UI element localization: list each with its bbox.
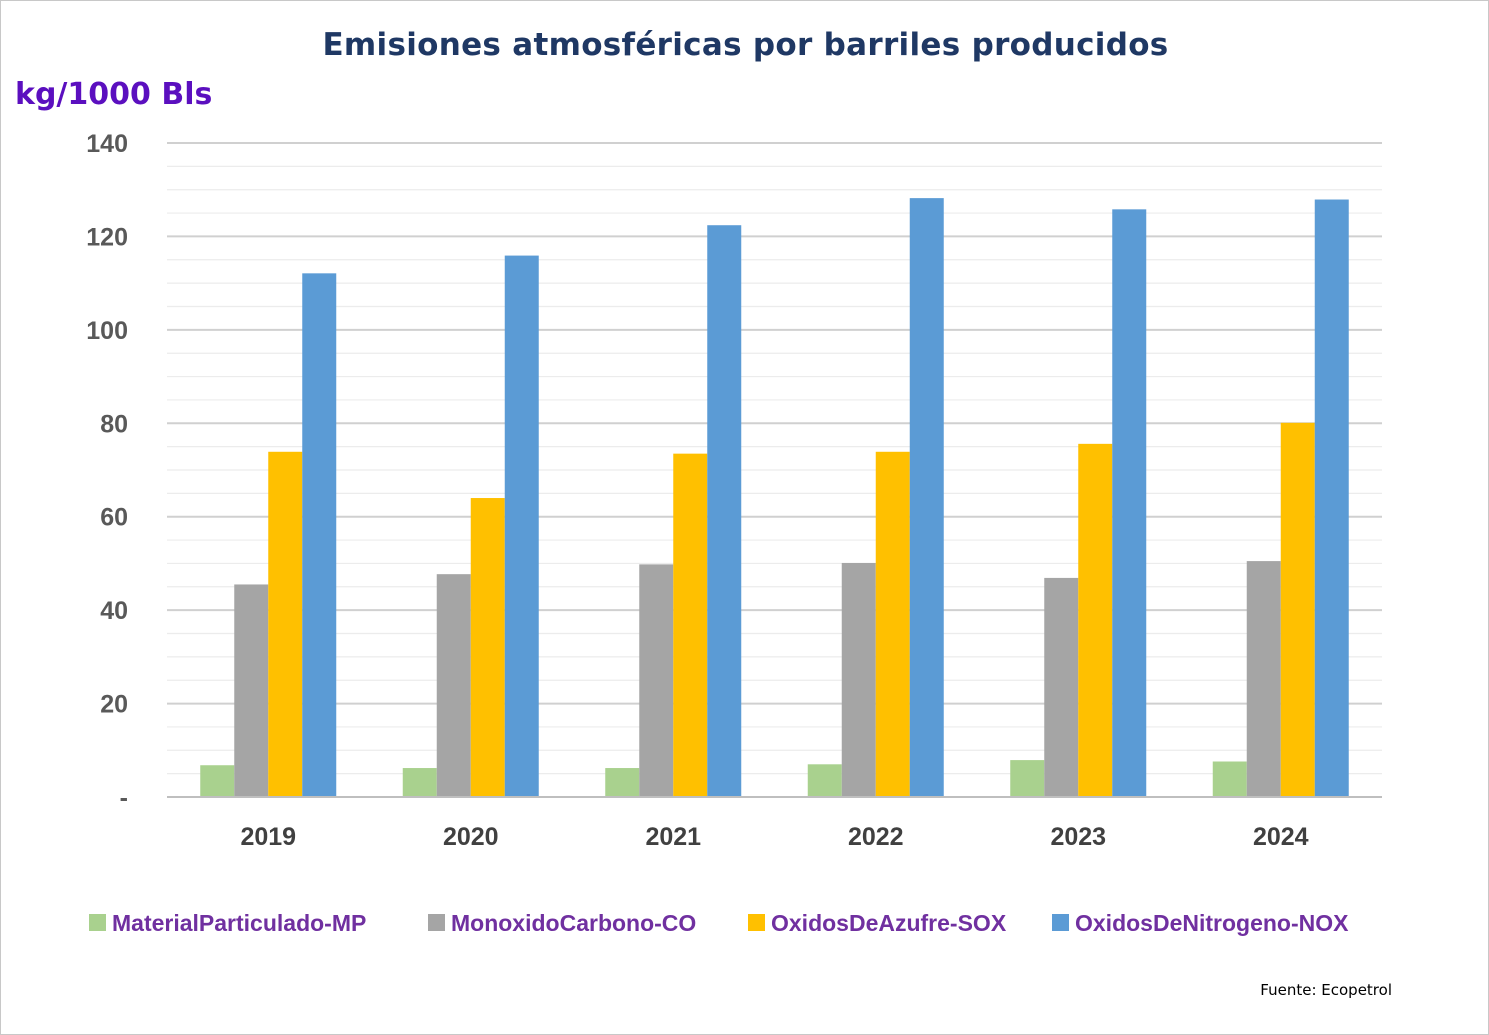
bar-OxidosDeNitrogeno-NOX-2021 [707, 225, 742, 797]
legend-label: MonoxidoCarbono-CO [451, 910, 696, 936]
bar-MaterialParticulado-MP-2019 [200, 765, 235, 797]
bar-MaterialParticulado-MP-2020 [402, 768, 437, 797]
bar-MonoxidoCarbono-CO-2024 [1246, 561, 1281, 797]
x-tick-label: 2022 [848, 823, 904, 851]
bar-OxidosDeNitrogeno-NOX-2019 [302, 273, 337, 797]
legend-item: OxidosDeAzufre-SOX [748, 910, 1007, 936]
y-tick-label: 20 [100, 691, 128, 719]
bar-MonoxidoCarbono-CO-2019 [234, 584, 269, 797]
legend-swatch [1052, 914, 1069, 931]
bar-MonoxidoCarbono-CO-2020 [436, 574, 471, 797]
bar-OxidosDeNitrogeno-NOX-2024 [1314, 199, 1349, 797]
bar-OxidosDeAzufre-SOX-2023 [1078, 443, 1113, 797]
gridlines [167, 142, 1382, 775]
bar-OxidosDeNitrogeno-NOX-2020 [504, 255, 539, 797]
bar-MonoxidoCarbono-CO-2023 [1044, 577, 1079, 797]
legend-item: OxidosDeNitrogeno-NOX [1052, 910, 1349, 936]
y-tick-label: 140 [86, 130, 128, 158]
y-axis-ticks: - 20 40 60 80 100 120 140 [86, 130, 128, 812]
x-tick-label: 2019 [240, 823, 296, 851]
bar-OxidosDeAzufre-SOX-2019 [268, 451, 303, 797]
legend: MaterialParticulado-MP MonoxidoCarbono-CO… [89, 910, 1349, 936]
legend-item: MonoxidoCarbono-CO [428, 910, 696, 936]
chart-title: Emisiones atmosféricas por barriles prod… [322, 27, 1169, 63]
bar-MaterialParticulado-MP-2021 [605, 768, 640, 797]
x-tick-label: 2020 [443, 823, 499, 851]
bar-OxidosDeAzufre-SOX-2024 [1280, 422, 1315, 797]
legend-swatch [89, 914, 106, 931]
source-note: Fuente: Ecopetrol [1260, 981, 1392, 999]
x-tick-label: 2024 [1253, 823, 1309, 851]
legend-label: OxidosDeAzufre-SOX [771, 910, 1007, 936]
y-tick-label: 100 [86, 317, 128, 345]
y-tick-label: - [120, 784, 128, 812]
x-tick-label: 2021 [645, 823, 701, 851]
bar-OxidosDeAzufre-SOX-2022 [875, 451, 910, 797]
legend-swatch [748, 914, 765, 931]
bar-MaterialParticulado-MP-2023 [1010, 760, 1045, 797]
bar-OxidosDeAzufre-SOX-2021 [673, 453, 708, 797]
y-tick-label: 80 [100, 410, 128, 438]
bar-MonoxidoCarbono-CO-2021 [639, 564, 674, 797]
legend-item: MaterialParticulado-MP [89, 910, 366, 936]
bar-MaterialParticulado-MP-2022 [807, 764, 842, 797]
bar-MonoxidoCarbono-CO-2022 [841, 562, 876, 797]
bars [200, 198, 1349, 797]
bar-MaterialParticulado-MP-2024 [1212, 761, 1247, 797]
bar-OxidosDeNitrogeno-NOX-2023 [1112, 209, 1147, 797]
legend-swatch [428, 914, 445, 931]
bar-OxidosDeNitrogeno-NOX-2022 [909, 198, 944, 797]
bar-OxidosDeAzufre-SOX-2020 [470, 498, 505, 797]
y-axis-unit-label: kg/1000 Bls [15, 77, 213, 112]
legend-label: OxidosDeNitrogeno-NOX [1075, 910, 1349, 936]
x-tick-label: 2023 [1050, 823, 1106, 851]
y-tick-label: 60 [100, 504, 128, 532]
legend-label: MaterialParticulado-MP [112, 910, 366, 936]
x-axis-ticks: 2019 2020 2021 2022 2023 2024 [240, 823, 1308, 851]
y-tick-label: 40 [100, 597, 128, 625]
y-tick-label: 120 [86, 223, 128, 251]
